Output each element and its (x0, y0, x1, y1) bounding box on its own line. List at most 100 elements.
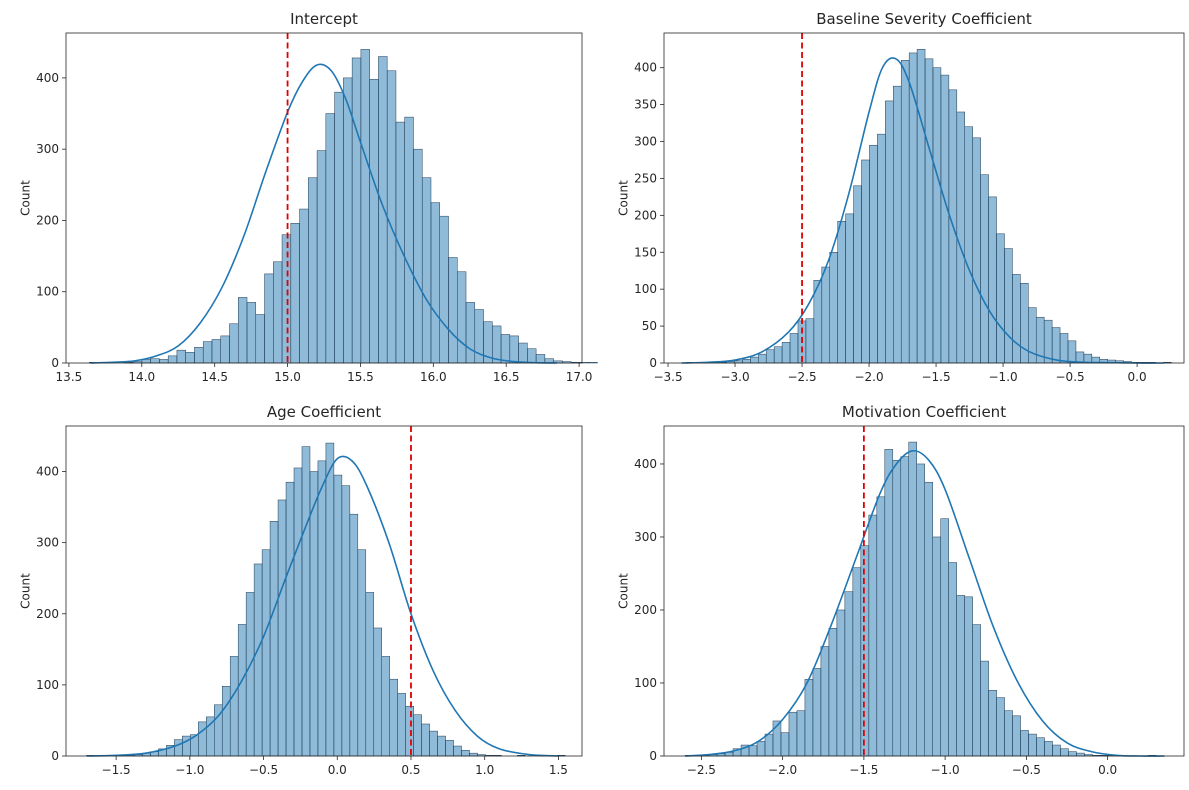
histogram-bar (174, 739, 183, 757)
histogram-bar (229, 323, 239, 364)
x-tick-label: 0.0 (1128, 370, 1147, 384)
histogram-bar (290, 223, 300, 364)
histogram-bar (316, 150, 327, 364)
y-axis-label: Count (617, 180, 631, 216)
histogram-bar (980, 660, 989, 757)
histogram-bar (405, 705, 414, 757)
kde-curve (90, 63, 558, 364)
histogram-bar (836, 609, 846, 757)
y-tick-label: 200 (634, 603, 657, 617)
x-tick-label: −1.5 (849, 763, 878, 777)
axes-frame (663, 32, 1185, 364)
histogram-bar (956, 595, 965, 757)
panel-1: 13.5 14.0 14.5 15.0 15.5 16.0 16.5 17.0 0 100 200 3… (19, 10, 598, 384)
histogram-bar (299, 208, 309, 364)
y-tick-label: 300 (36, 142, 59, 156)
y-tick-label: 300 (634, 135, 657, 149)
histogram-bar (518, 342, 528, 364)
x-tick-label: 13.5 (56, 370, 83, 384)
histogram-bar (1036, 737, 1045, 757)
histogram-bar (804, 679, 814, 757)
x-tick-label: 14.5 (201, 370, 228, 384)
histogram-bar (535, 354, 546, 364)
histogram-bar (439, 215, 449, 364)
histogram-bar (908, 441, 917, 757)
histogram-bar (972, 137, 981, 364)
x-tick-label: −1.5 (102, 763, 131, 777)
histogram-bar (500, 334, 511, 364)
y-axis-label: Count (19, 180, 33, 216)
histogram-bar (956, 111, 966, 364)
y-tick-label: 400 (36, 71, 59, 85)
axes-frame (65, 425, 583, 757)
histogram-bar (1067, 340, 1077, 364)
histogram-bar (885, 100, 894, 364)
y-tick-label: 100 (36, 678, 59, 692)
histogram-bar (277, 499, 287, 757)
histogram-bar (820, 646, 830, 757)
histogram-bar (461, 750, 470, 757)
y-tick-label: 0 (649, 749, 657, 763)
histogram-bar (167, 355, 178, 364)
histogram-bar (413, 714, 422, 757)
histogram-bar (924, 481, 933, 757)
histogram-bar (588, 362, 598, 364)
histogram-bar (893, 85, 902, 364)
histogram-bar (916, 48, 926, 364)
histogram-bar (351, 57, 362, 364)
histogram-bar (852, 567, 862, 757)
histogram-bar (844, 591, 854, 757)
x-tick-label: 0.0 (1098, 763, 1117, 777)
y-axis-label: Count (19, 573, 33, 609)
histogram-bar (245, 592, 255, 757)
histogram-bar (246, 302, 257, 364)
x-tick-label: 14.0 (128, 370, 155, 384)
histogram-bar (202, 341, 213, 364)
y-tick-label: 0 (649, 356, 657, 370)
histogram-bar (1051, 327, 1061, 364)
histogram-bar (1076, 752, 1085, 757)
x-tick-label: 15.5 (347, 370, 374, 384)
histogram-bar (341, 485, 351, 757)
histogram-bar (780, 732, 790, 757)
x-tick-label: −2.0 (854, 370, 883, 384)
histogram-bar (509, 335, 519, 364)
histogram-bar (1043, 319, 1053, 364)
histogram-bar (301, 446, 311, 757)
histogram-bar (150, 358, 160, 364)
x-tick-label: −2.5 (687, 763, 716, 777)
kde-curve (681, 57, 1164, 364)
histogram-bar (176, 349, 186, 364)
histogram-bar (764, 733, 774, 757)
histogram-bar (211, 339, 221, 364)
histogram-bar (1068, 751, 1077, 757)
x-tick-label: −3.5 (653, 370, 682, 384)
histogram-bar (237, 624, 247, 757)
histogram-bar (430, 202, 440, 364)
histogram-bar (892, 460, 902, 757)
histogram-bar (381, 656, 390, 757)
histogram-bar (996, 697, 1005, 757)
histogram-bar (964, 126, 973, 364)
histogram-bar (343, 77, 353, 364)
histogram-bar (1004, 710, 1013, 757)
histogram-bar (365, 592, 375, 757)
histogram-bars (684, 441, 1157, 757)
histogram-bar (1004, 248, 1013, 364)
y-tick-label: 300 (36, 536, 59, 550)
y-tick-label: 350 (634, 98, 657, 112)
x-tick-label: 1.0 (475, 763, 494, 777)
histogram-bar (349, 513, 359, 757)
histogram-bar (940, 74, 950, 364)
chart-title: Baseline Severity Coefficient (816, 10, 1032, 28)
x-tick-label: 16.5 (493, 370, 520, 384)
histogram-bar (876, 496, 886, 757)
histogram-bar (378, 56, 388, 364)
x-tick-label: 15.0 (274, 370, 301, 384)
histogram-bar (404, 116, 414, 364)
histogram-bar (269, 521, 279, 757)
histogram-bar (159, 359, 169, 364)
histogram-bar (413, 148, 423, 364)
histogram-bar (940, 518, 949, 757)
histogram-bar (828, 627, 838, 757)
